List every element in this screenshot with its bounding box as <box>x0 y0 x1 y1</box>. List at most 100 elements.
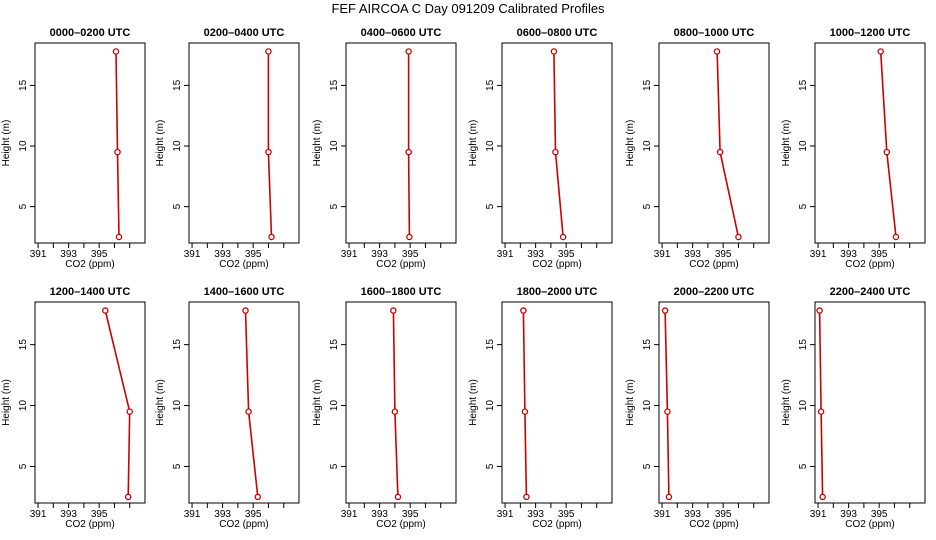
panel-4-y-tick-label-10: 10 <box>485 140 496 152</box>
panel-1: 0000–0200 UTC 391 393 395 5 10 15 CO2 (ppm) Heig… <box>1 27 146 270</box>
panel-5-title: 0800–1000 UTC <box>674 27 755 39</box>
panel-12: 2200–2400 UTC 391 393 395 5 10 15 CO2 (ppm) Heig… <box>781 286 926 530</box>
panel-10-y-tick-label-15: 15 <box>485 339 496 351</box>
panel-9-profile-line <box>392 310 399 497</box>
panel-7-point-3 <box>124 493 132 501</box>
panel-12-y-tick-label-5: 5 <box>798 463 809 469</box>
panel-3-y-tick-label-5: 5 <box>329 203 340 209</box>
panel-10-point-3 <box>523 493 530 501</box>
panel-5-y-tick-label-10: 10 <box>642 140 653 152</box>
panel-1-x-tick-label-391: 391 <box>30 249 47 260</box>
panel-9-point-1 <box>390 307 397 314</box>
panel-6-profile-line <box>879 51 897 237</box>
panel-4-y-axis-label: Height (m) <box>468 120 479 167</box>
panel-9-y-axis-label: Height (m) <box>312 379 323 426</box>
panel-1-point-2 <box>114 148 121 156</box>
panel-10-x-tick-label-391: 391 <box>497 509 514 520</box>
panel-8-x-axis-label: CO2 (ppm) <box>219 519 268 530</box>
panel-8: 1400–1600 UTC 391 393 395 5 10 15 CO2 (ppm) Heig… <box>155 286 300 530</box>
panel-12-point-3 <box>819 493 826 501</box>
panels-grid: 0000–0200 UTC 391 393 395 5 10 15 CO2 (ppm) Heig… <box>1 27 926 530</box>
panel-12-x-axis-label: CO2 (ppm) <box>845 519 894 530</box>
panel-11-frame <box>658 301 770 504</box>
panel-6-point-1 <box>877 48 884 55</box>
panel-6-x-tick-label-393: 393 <box>840 249 857 260</box>
panel-9-point-3 <box>394 493 402 501</box>
panel-4-x-tick-label-395: 395 <box>558 249 575 260</box>
panel-4-frame <box>501 42 613 244</box>
panel-2-point-3 <box>268 233 275 241</box>
panel-11-y-tick-label-5: 5 <box>642 463 653 469</box>
panel-10-x-tick-label-395: 395 <box>558 509 575 520</box>
panel-8-title: 1400–1600 UTC <box>204 286 285 298</box>
panel-1-x-tick-label-395: 395 <box>91 249 108 260</box>
panel-9-y-tick-label-15: 15 <box>329 339 340 351</box>
panel-11-point-3 <box>665 493 673 501</box>
panel-12-x-tick-label-393: 393 <box>840 509 857 520</box>
panel-11-profile-line <box>664 310 670 497</box>
panel-5: 0800–1000 UTC 391 393 395 5 10 15 CO2 (ppm) Heig… <box>625 27 770 270</box>
panel-5-x-tick-label-393: 393 <box>684 249 701 260</box>
panel-7-y-tick-label-10: 10 <box>18 400 29 412</box>
panel-2-point-2 <box>265 148 272 156</box>
panel-11-point-1 <box>661 307 669 314</box>
panel-10-x-tick-label-393: 393 <box>527 509 544 520</box>
panel-6-y-tick-label-5: 5 <box>798 203 809 209</box>
panel-5-y-axis-label: Height (m) <box>625 120 636 167</box>
panel-5-point-3 <box>735 233 742 241</box>
panel-9-point-2 <box>391 408 399 415</box>
panel-3-point-3 <box>406 233 413 241</box>
panel-7-y-tick-label-15: 15 <box>18 339 29 351</box>
panel-2-y-tick-label-10: 10 <box>172 140 183 152</box>
panel-2-x-tick-label-391: 391 <box>184 249 201 260</box>
panel-7-title: 1200–1400 UTC <box>50 286 131 298</box>
panel-10-point-2 <box>521 408 529 415</box>
panel-6-x-axis-label: CO2 (ppm) <box>845 259 894 270</box>
panel-2-x-axis-label: CO2 (ppm) <box>219 259 268 270</box>
panel-8-x-tick-label-395: 395 <box>245 509 262 520</box>
panel-7-point-2 <box>126 408 133 415</box>
panel-5-frame <box>658 42 770 244</box>
panel-11-y-tick-label-15: 15 <box>642 339 653 351</box>
panel-1-point-3 <box>115 233 123 241</box>
panel-4-profile-line <box>553 51 564 237</box>
panel-1-x-axis-label: CO2 (ppm) <box>65 259 114 270</box>
panel-11-x-tick-label-395: 395 <box>715 509 732 520</box>
panel-7-point-1 <box>102 307 109 314</box>
panel-2: 0200–0400 UTC 391 393 395 5 10 15 CO2 (ppm) Heig… <box>155 27 300 270</box>
panel-3-point-2 <box>405 148 412 156</box>
panel-9-x-axis-label: CO2 (ppm) <box>376 519 425 530</box>
panel-12-title: 2200–2400 UTC <box>830 286 911 298</box>
panel-2-y-axis-label: Height (m) <box>155 120 166 167</box>
panel-8-frame <box>188 301 300 504</box>
panel-7: 1200–1400 UTC 391 393 395 5 10 15 CO2 (ppm) Heig… <box>1 286 146 530</box>
panel-7-x-tick-label-395: 395 <box>91 509 108 520</box>
panel-12-profile-line <box>818 310 824 497</box>
panel-2-title: 0200–0400 UTC <box>204 27 285 39</box>
panel-2-profile-line <box>267 51 273 237</box>
panel-10-x-axis-label: CO2 (ppm) <box>532 519 581 530</box>
panel-4-point-2 <box>552 148 559 156</box>
panel-10: 1800–2000 UTC 391 393 395 5 10 15 CO2 (ppm) Heig… <box>468 286 613 530</box>
panel-1-y-tick-label-10: 10 <box>18 140 29 152</box>
panel-11-point-2 <box>664 408 671 415</box>
chart-title: FEF AIRCOA C Day 091209 Calibrated Profi… <box>331 1 605 16</box>
panel-9-title: 1600–1800 UTC <box>361 286 442 298</box>
panel-6-title: 1000–1200 UTC <box>830 27 911 39</box>
panel-5-point-2 <box>716 148 724 156</box>
panel-4-point-3 <box>559 233 567 241</box>
panel-11-y-axis-label: Height (m) <box>625 379 636 426</box>
panel-11-title: 2000–2200 UTC <box>674 286 755 298</box>
panel-3-x-axis-label: CO2 (ppm) <box>376 259 425 270</box>
panel-10-y-tick-label-10: 10 <box>485 400 496 412</box>
panel-5-y-tick-label-15: 15 <box>642 79 653 91</box>
panel-8-x-tick-label-391: 391 <box>184 509 201 520</box>
panel-8-point-3 <box>254 493 261 501</box>
panel-1-profile-line <box>115 51 120 237</box>
panel-8-y-tick-label-10: 10 <box>172 400 183 412</box>
panel-2-x-tick-label-395: 395 <box>245 249 262 260</box>
panel-6-y-tick-label-15: 15 <box>798 79 809 91</box>
panel-5-point-1 <box>713 48 721 55</box>
panel-12-y-axis-label: Height (m) <box>781 379 792 426</box>
panel-8-point-1 <box>242 307 249 314</box>
